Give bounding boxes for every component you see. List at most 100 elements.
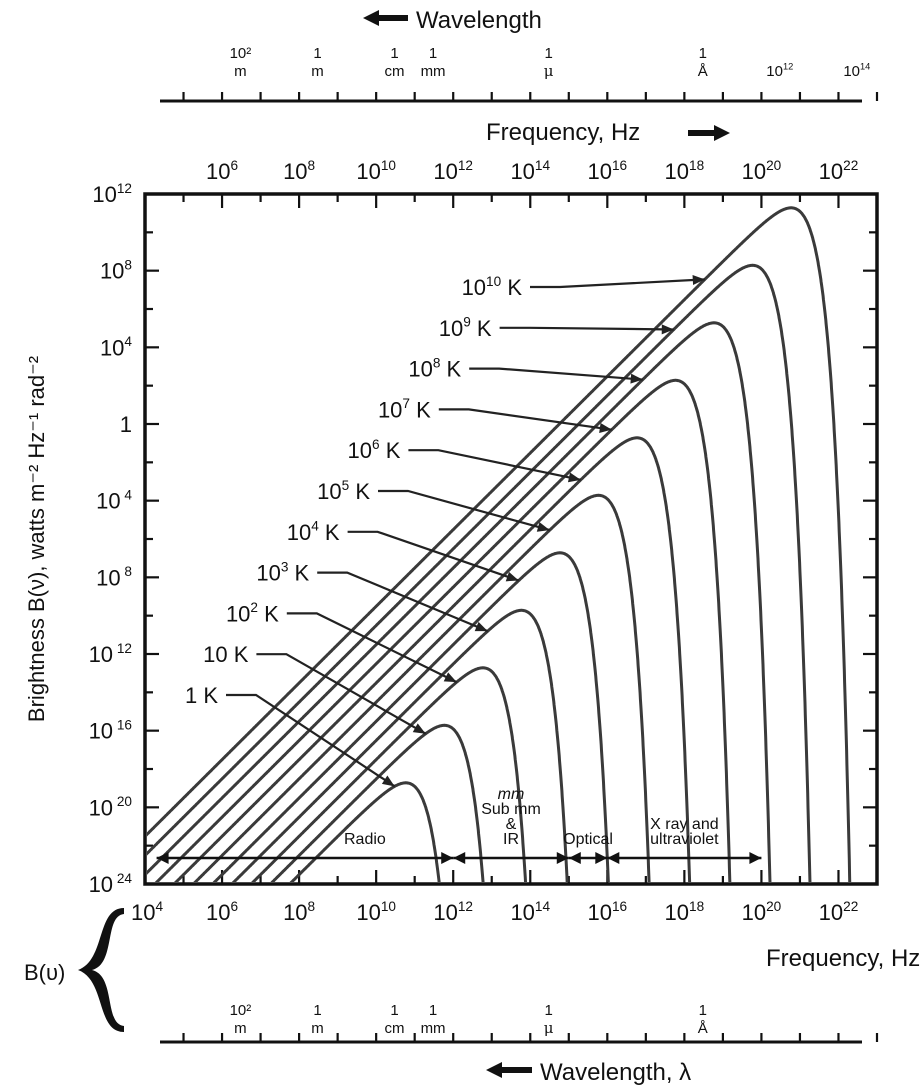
bottom-wavelength-title: Wavelength, λ [486, 1059, 691, 1086]
curly-brace-icon [78, 908, 124, 1032]
top-wavelength-label: Wavelength [416, 7, 542, 34]
temperature-label-7: 107 K [378, 396, 431, 422]
wavelength-label-top: 10² [230, 45, 252, 62]
arrowhead-icon [443, 672, 457, 683]
top-frequency-title: Frequency, Hz [486, 119, 730, 146]
top-frequency-tick-label: 106 [206, 158, 238, 184]
temperature-leader-10 [530, 278, 705, 289]
wavelength-label-top: 1 [699, 1002, 707, 1019]
planck-curve-0 [289, 781, 441, 882]
top-frequency-tick-label: 108 [283, 158, 315, 184]
band-arrowhead-icon [156, 852, 169, 864]
wavelength-extra-label: 1014 [843, 62, 870, 80]
band-label: X ray and [650, 816, 718, 833]
wavelength-label-top: 1 [429, 45, 437, 62]
planck-curve-2 [251, 666, 528, 882]
band-arrowhead-icon [568, 852, 581, 864]
temperature-leader-7 [438, 408, 612, 431]
temperature-label-4: 104 K [287, 519, 340, 545]
wavelength-label-unit: Å [698, 1020, 708, 1037]
wavelength-label-unit: m [234, 1020, 247, 1037]
band-arrowhead-icon [556, 852, 569, 864]
y-tick-label: 108 [100, 257, 132, 283]
planck-curve-7 [154, 378, 732, 882]
bottom-frequency-tick-label: 106 [206, 899, 238, 925]
y-tick-label: 1 [120, 412, 132, 437]
band-label: IR [503, 831, 519, 848]
bottom-frequency-tick-label: 1018 [665, 899, 705, 925]
arrowhead-icon [661, 324, 674, 335]
band-label: Sub mm [481, 801, 541, 818]
band-arrowhead-icon [595, 852, 608, 864]
band-label: Optical [563, 831, 613, 848]
top-frequency-tick-label: 1010 [356, 158, 396, 184]
bottom-frequency-tick-label: 1020 [742, 899, 782, 925]
wavelength-label-top: 1 [390, 1002, 398, 1019]
y-axis-tick-labels: 1012 108 104 1 10 4 10 8 10 12 10 16 10 20 10 24 [89, 181, 133, 897]
planck-curve-8 [147, 321, 772, 882]
temperature-leaders [226, 275, 705, 788]
temperature-label-0: 1 K [185, 683, 218, 708]
left-arrow-icon [486, 1062, 532, 1078]
temperature-label-8: 108 K [408, 355, 461, 381]
temperature-label-9: 109 K [439, 315, 492, 341]
wavelength-label-top: 1 [429, 1002, 437, 1019]
wavelength-label-top: 1 [390, 45, 398, 62]
arrowhead-icon [536, 522, 550, 532]
bottom-frequency-tick-label: 1016 [587, 899, 627, 925]
temperature-leader-6 [408, 449, 581, 481]
temperature-leader-8 [469, 367, 643, 381]
wavelength-extra-label: 1012 [766, 62, 793, 80]
top-wavelength-ticks [182, 92, 879, 101]
wavelength-label-unit: Å [698, 63, 708, 80]
y-axis-ticks [145, 192, 877, 886]
y-tick-label: 10 8 [96, 564, 132, 590]
planck-curve-1 [270, 723, 485, 882]
temperature-leader-1 [256, 653, 427, 735]
bottom-frequency-tick-label: 1014 [510, 899, 550, 925]
wavelength-label-top: 1 [699, 45, 707, 62]
arrowhead-icon [505, 571, 519, 582]
bottom-wavelength-label: Wavelength, λ [540, 1059, 691, 1086]
bracket-label: B(υ) [24, 960, 65, 985]
band-arrowhead-icon [749, 852, 762, 864]
y-tick-label: 1012 [92, 181, 132, 207]
planck-curve-5 [193, 493, 651, 882]
y-tick-label: 10 24 [89, 871, 133, 897]
wavelength-label-top: 1 [313, 1002, 321, 1019]
top-frequency-tick-label: 1020 [742, 158, 782, 184]
y-tick-label: 10 16 [89, 717, 132, 743]
top-frequency-label: Frequency, Hz [486, 119, 640, 146]
temperature-label-6: 106 K [348, 437, 401, 463]
arrowhead-icon [599, 423, 612, 433]
bottom-frequency-tick-label: 108 [283, 899, 315, 925]
temperature-label-5: 105 K [317, 478, 370, 504]
bottom-wavelength-ticks [182, 1033, 879, 1042]
wavelength-label-unit: m [234, 63, 247, 80]
planck-curve-6 [174, 436, 692, 882]
band-arrowhead-icon [453, 852, 466, 864]
wavelength-label-unit: cm [385, 1020, 405, 1037]
top-frequency-tick-label: 1018 [665, 158, 705, 184]
temperature-leader-2 [286, 612, 458, 684]
temperature-leader-0 [226, 693, 396, 788]
temperature-leader-3 [317, 571, 489, 633]
bottom-frequency-tick-labels: 104 106 108 1010 1012 1014 1016 1018 1020 1022 [131, 899, 858, 925]
top-frequency-tick-label: 1012 [433, 158, 473, 184]
wavelength-label-unit: m [311, 63, 324, 80]
temperature-labels: 1 K 10 K 102 K 103 K 104 K 105 K 106 K 107 K 108… [185, 274, 522, 708]
top-frequency-tick-label: 1022 [819, 158, 859, 184]
bottom-frequency-tick-label: 1012 [433, 899, 473, 925]
bottom-frequency-tick-label: 1010 [356, 899, 396, 925]
temperature-label-2: 102 K [226, 600, 279, 626]
top-frequency-tick-label: 1014 [510, 158, 550, 184]
band-label: Radio [344, 831, 386, 848]
arrowhead-icon [630, 373, 643, 384]
band-label: & [506, 816, 517, 833]
band-label: ultraviolet [650, 831, 719, 848]
temperature-label-3: 103 K [256, 559, 309, 585]
top-wavelength-title: Wavelength [363, 7, 542, 34]
